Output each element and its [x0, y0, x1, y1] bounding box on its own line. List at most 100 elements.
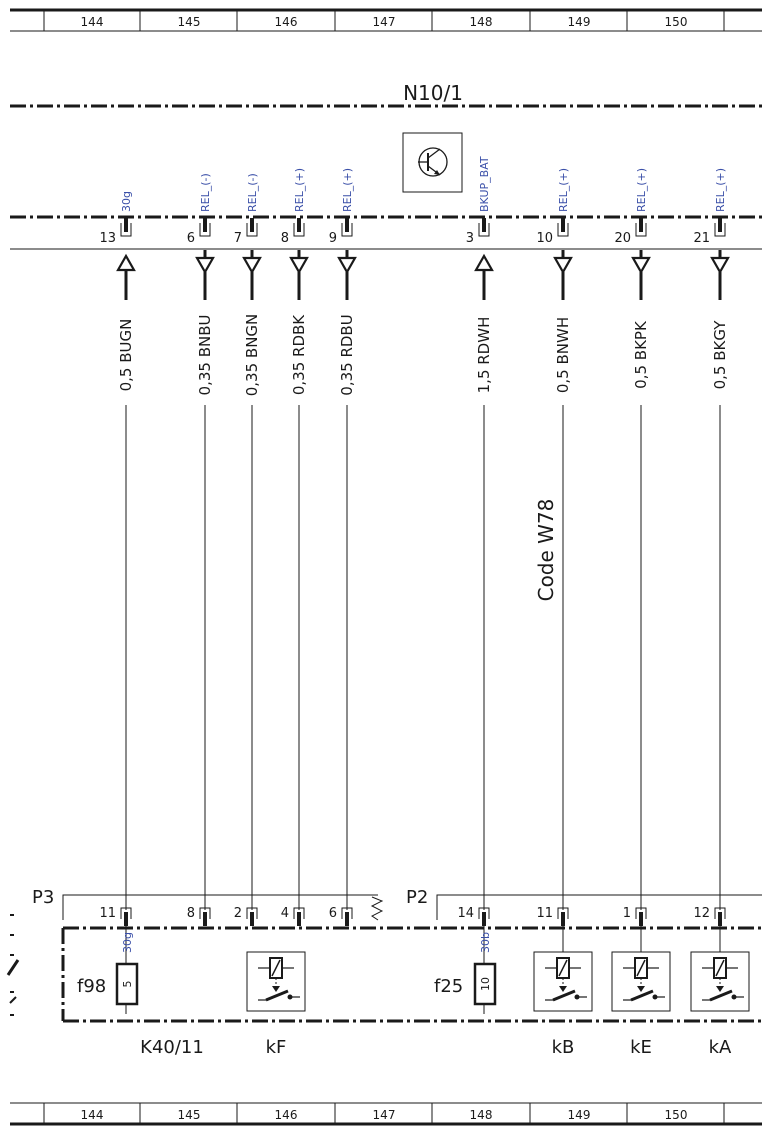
pin-number: 7	[234, 231, 242, 246]
relay-terminal	[731, 994, 737, 1000]
relay-kE-icon: kE	[611, 926, 671, 1058]
left-edge-fragment	[6, 914, 20, 1016]
pin-contact	[203, 912, 207, 926]
wire-column: 7 REL_(-) 0,35 BNGN 2	[234, 173, 262, 926]
arrow-down-icon	[710, 256, 730, 275]
pin-signal-label: REL_(+)	[341, 168, 354, 212]
connector-pin-number: 12	[693, 906, 710, 921]
pin-contact	[250, 912, 254, 926]
pin-contact	[250, 218, 254, 232]
arrow-down-icon	[631, 256, 651, 275]
relay-label: kB	[552, 1037, 575, 1058]
relay-arrow	[559, 986, 567, 992]
break-mark-icon	[370, 896, 384, 921]
arrow-down-icon	[289, 256, 309, 275]
pin-signal-label: REL_(+)	[635, 168, 648, 212]
pin-contact	[639, 912, 643, 926]
wire-label: 0,35 BNGN	[243, 314, 261, 397]
module-name: N10/1	[403, 81, 463, 105]
wire-column: 9 REL_(+) 0,35 RDBU 6	[329, 168, 357, 926]
pin-contact	[718, 912, 722, 926]
grid-col-145: 145	[178, 1108, 201, 1122]
fuse-f98-label: f98	[77, 976, 106, 997]
pin-socket-icon	[557, 907, 569, 919]
grid-col-144: 144	[81, 1108, 104, 1122]
wire-label: 1,5 RDWH	[475, 317, 493, 394]
relay-label: kF	[266, 1037, 287, 1058]
wire-column: 6 REL_(-) 0,35 BNBU 8	[187, 173, 215, 926]
pin-contact	[297, 912, 301, 926]
pin-number: 13	[99, 231, 116, 246]
relay-contact	[552, 989, 576, 1002]
grid-col-149: 149	[568, 1108, 591, 1122]
bottom-module-name: K40/11	[140, 1037, 204, 1058]
wire-label: 0,35 BNBU	[196, 315, 214, 396]
relay-kF-icon: kF	[246, 951, 306, 1058]
pin-contact	[345, 218, 349, 232]
relay-coil-slash	[636, 959, 646, 977]
pin-socket-icon	[341, 907, 353, 919]
pin-socket-icon	[478, 223, 490, 237]
fuse-f98: 5 f98 30g	[77, 932, 139, 1006]
grid-col-150: 150	[665, 1108, 688, 1122]
pin-contact	[124, 218, 128, 232]
wire-label: 0,5 BKPK	[632, 320, 650, 389]
pin-socket-icon	[714, 907, 726, 919]
grid-col-144: 144	[81, 15, 104, 29]
relay-terminal	[574, 994, 580, 1000]
connector-pin-number: 8	[187, 906, 195, 921]
pin-socket-icon	[293, 907, 305, 919]
bottom-grid-ruler: 144 145 146 147 148 149 150	[10, 1102, 762, 1126]
pin-contact	[482, 218, 486, 232]
pin-socket-icon	[478, 907, 490, 919]
pin-number: 9	[329, 231, 337, 246]
pin-signal-label: REL_(-)	[246, 173, 259, 212]
grid-col-146: 146	[275, 15, 298, 29]
grid-col-149: 149	[568, 15, 591, 29]
fuse-f98-signal: 30g	[121, 932, 134, 953]
wire-label: 0,35 RDBU	[338, 314, 356, 395]
pin-contact	[203, 218, 207, 232]
pin-contact	[718, 218, 722, 232]
wire-column: 21 REL_(+) 0,5 BKGY 12	[693, 168, 730, 926]
pin-socket-icon	[246, 223, 258, 237]
pin-number: 21	[693, 231, 710, 246]
pin-socket-icon	[635, 907, 647, 919]
arrow-down-icon	[195, 256, 215, 275]
pin-socket-icon	[120, 907, 132, 919]
wire-column: 20 REL_(+) 0,5 BKPK 1	[614, 168, 651, 926]
connector-pin-number: 11	[536, 906, 553, 921]
grid-col-147: 147	[373, 15, 396, 29]
pin-number: 20	[614, 231, 631, 246]
pin-number: 8	[281, 231, 289, 246]
pin-signal-label: BKUP_BAT	[478, 156, 491, 212]
relay-coil-slash	[271, 959, 281, 977]
relay-arrow	[716, 986, 724, 992]
fuse-f25-value: 10	[479, 977, 492, 991]
fuse-f25-signal: 30b	[479, 932, 492, 953]
relay-arrow	[272, 986, 280, 992]
arrow-up-icon	[474, 253, 494, 272]
pin-signal-label: REL_(+)	[714, 168, 727, 212]
relay-label: kA	[709, 1037, 732, 1058]
connector-pin-number: 6	[329, 906, 337, 921]
grid-col-148: 148	[470, 15, 493, 29]
pin-socket-icon	[199, 907, 211, 919]
code-label: Code W78	[534, 499, 558, 602]
wire-column: 8 REL_(+) 0,35 RDBK 4	[281, 168, 309, 926]
pin-contact	[561, 912, 565, 926]
pin-contact	[639, 218, 643, 232]
pin-socket-icon	[635, 223, 647, 237]
connector-pin-number: 14	[457, 906, 474, 921]
relay-terminal	[652, 994, 658, 1000]
connector-p2-label: P2	[406, 887, 428, 908]
pin-signal-label: REL_(+)	[293, 168, 306, 212]
connector-p2-outline	[436, 894, 762, 920]
relay-kB-icon: kB	[533, 926, 593, 1058]
arrow-down-icon	[553, 256, 573, 275]
pin-signal-label: 30g	[120, 191, 133, 212]
arrow-up-icon	[116, 253, 136, 272]
relay-contact	[265, 989, 289, 1002]
